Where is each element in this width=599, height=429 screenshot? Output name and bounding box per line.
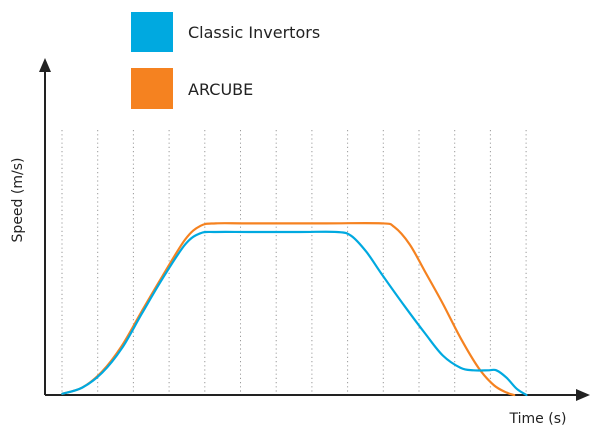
series-line-classic-invertors [61,230,528,397]
legend-label-arcube: ARCUBE [188,80,253,99]
series-line-arcube [61,221,516,397]
legend-swatch-arcube [131,68,173,109]
grid-lines [61,130,527,392]
x-axis-label: Time (s) [509,411,567,427]
legend-swatch-classic-invertors [131,12,173,52]
series-group [61,221,528,397]
legend: Classic Invertors ARCUBE [131,12,320,109]
axes [39,58,590,401]
y-axis-label: Speed (m/s) [10,158,26,243]
y-axis-arrow [39,58,51,72]
legend-label-classic-invertors: Classic Invertors [188,23,320,42]
x-axis-arrow [576,389,590,401]
